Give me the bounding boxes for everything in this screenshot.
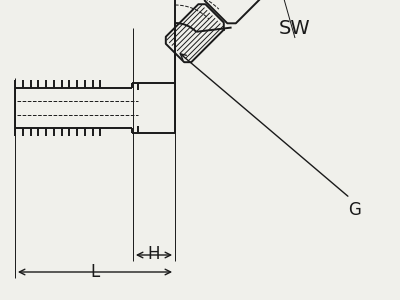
Text: L: L: [90, 263, 100, 281]
Text: G: G: [348, 201, 362, 219]
Text: SW: SW: [279, 19, 311, 38]
Text: H: H: [148, 245, 160, 263]
